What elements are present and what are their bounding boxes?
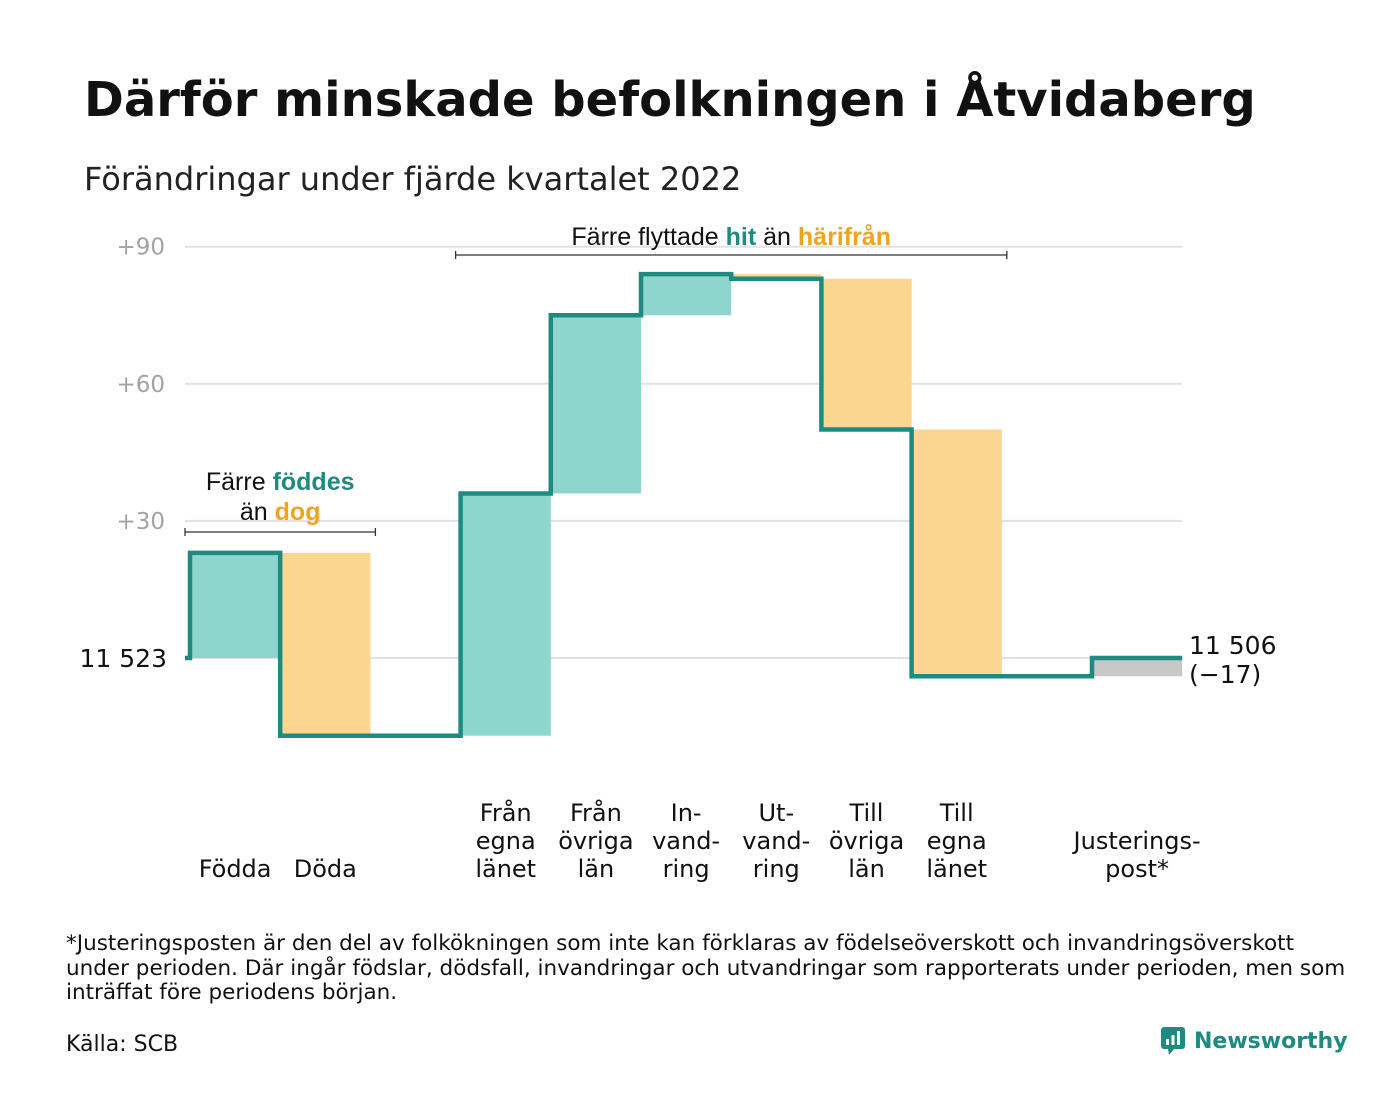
start-value-label: 11 523 <box>80 644 167 673</box>
waterfall-bar <box>550 315 641 494</box>
chart-subtitle: Förändringar under fjärde kvartalet 2022 <box>84 160 742 198</box>
category-label: Ut- <box>758 799 794 827</box>
waterfall-bar <box>821 278 912 430</box>
category-label: län <box>848 855 885 883</box>
category-label: Döda <box>294 855 357 883</box>
footnote: *Justeringsposten är den del av folkökni… <box>66 931 1346 1005</box>
category-label: länet <box>475 855 536 883</box>
waterfall-bar <box>1092 658 1183 677</box>
waterfall-bar <box>280 552 371 736</box>
category-label: Från <box>570 798 622 827</box>
y-tick-label: +60 <box>116 372 165 398</box>
waterfall-bar <box>641 274 732 316</box>
category-label: egna <box>476 827 536 855</box>
category-label: Från <box>480 798 532 827</box>
category-label: Till <box>939 799 974 827</box>
waterfall-bar <box>190 552 281 658</box>
y-tick-label: +90 <box>116 235 165 261</box>
category-label: länet <box>926 855 987 883</box>
cumulative-step-line <box>185 271 1183 738</box>
category-label: vand- <box>652 827 720 855</box>
category-label: Födda <box>199 855 272 883</box>
category-label: vand- <box>742 827 810 855</box>
newsworthy-logo-icon <box>1161 1027 1185 1055</box>
chart-title: Därför minskade befolkningen i Åtvidaber… <box>84 72 1256 128</box>
category-label: län <box>578 855 615 883</box>
y-tick-label: +30 <box>116 509 165 535</box>
category-label: egna <box>927 827 987 855</box>
waterfall-bar <box>731 274 822 279</box>
waterfall-bar <box>460 493 551 736</box>
category-label: post* <box>1105 855 1169 883</box>
category-label: In- <box>671 799 702 827</box>
end-value-label: 11 506 <box>1189 631 1276 660</box>
brand-logo: Newsworthy <box>1160 1026 1348 1056</box>
waterfall-bar <box>911 429 1002 677</box>
category-label: Justerings- <box>1072 827 1201 855</box>
category-label: övriga <box>829 827 904 855</box>
source-label: Källa: SCB <box>66 1032 179 1057</box>
category-label: ring <box>663 855 710 883</box>
annotation-births-line1: Färre föddes <box>206 468 355 496</box>
annotation-births-line2: än dog <box>240 498 321 526</box>
category-label: övriga <box>558 827 633 855</box>
end-change-label: (−17) <box>1189 660 1261 689</box>
annotation-moves-line1: Färre flyttade hit än härifrån <box>571 223 891 251</box>
category-label: ring <box>753 855 800 883</box>
category-label: Till <box>849 799 884 827</box>
brand-name: Newsworthy <box>1194 1028 1348 1054</box>
